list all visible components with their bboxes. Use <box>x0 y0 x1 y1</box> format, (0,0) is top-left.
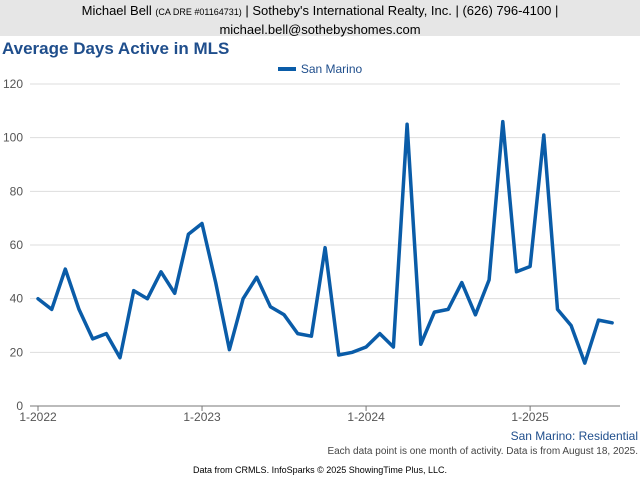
legend-label: San Marino <box>300 62 363 76</box>
y-tick-label: 40 <box>10 292 24 306</box>
x-tick-label: 1-2025 <box>511 410 549 424</box>
legend-swatch <box>277 66 296 71</box>
data-source: Data from CRMLS. InfoSparks © 2025 Showi… <box>193 465 447 475</box>
chart-caption: San Marino: Residential <box>510 429 638 443</box>
y-tick-label: 120 <box>3 77 23 91</box>
agent-header: Michael Bell (CA DRE #01164731) | Sotheb… <box>0 0 640 37</box>
y-tick-label: 80 <box>10 184 24 198</box>
series-line-san-marino <box>36 119 614 365</box>
x-tick-label: 1-2022 <box>19 410 57 424</box>
y-tick-label: 0 <box>16 399 23 413</box>
y-tick-label: 20 <box>10 345 24 359</box>
agent-dre: (CA DRE #01164731) <box>155 7 242 17</box>
x-tick-label: 1-2023 <box>183 410 221 424</box>
x-tick-label: 1-2024 <box>347 410 385 424</box>
chart-title: Average Days Active in MLS <box>2 39 230 58</box>
agent-company-phone: | Sotheby's International Realty, Inc. |… <box>245 3 559 18</box>
agent-name: Michael Bell <box>81 3 152 18</box>
y-tick-label: 100 <box>3 131 23 145</box>
legend: San Marino <box>0 62 640 76</box>
y-tick-label: 60 <box>10 238 24 252</box>
agent-email: michael.bell@sothebyshomes.com <box>219 22 421 37</box>
data-note: Each data point is one month of activity… <box>327 446 638 457</box>
